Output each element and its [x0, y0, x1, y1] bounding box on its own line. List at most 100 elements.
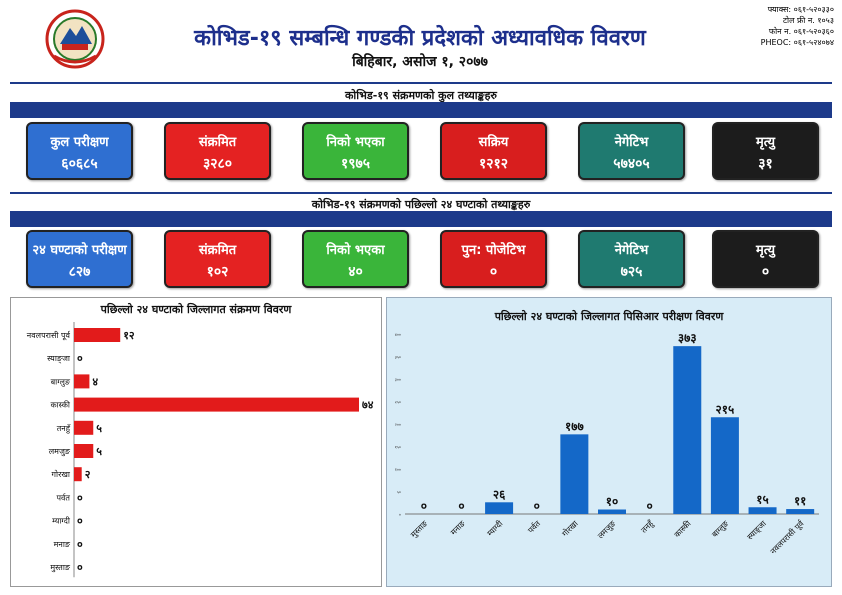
y-tick-label: ४००	[395, 332, 401, 337]
card-label: २४ घण्टाको परीक्षण	[32, 243, 127, 258]
category-label: कास्की	[672, 518, 694, 540]
data-label: ७४	[362, 399, 374, 412]
category-label: स्याङ्जा	[745, 518, 769, 542]
district-pcr-chart: पछिल्लो २४ घण्टाको जिल्लागत पिसिआर परीक्…	[395, 309, 819, 557]
data-label: ५	[96, 445, 102, 458]
bar	[748, 507, 777, 514]
bar	[74, 328, 121, 342]
card-label: संक्रमित	[198, 243, 237, 258]
divider	[10, 82, 832, 84]
bar	[673, 346, 702, 514]
data-label: १२	[123, 329, 135, 342]
y-tick-label: ५०	[397, 490, 401, 495]
totals-card: निको भएका १९७५	[302, 122, 409, 180]
card-value: ६०६८५	[61, 156, 98, 172]
district-pcr-chart-panel: पछिल्लो २४ घण्टाको जिल्लागत पिसिआर परीक्…	[386, 297, 832, 587]
y-tick-label: ३५०	[395, 355, 401, 360]
y-tick-label: २५०	[395, 400, 401, 405]
data-label: २६	[493, 487, 506, 501]
totals-card: नेगेटिभ ५७४०५	[578, 122, 685, 180]
card-value: ७२५	[620, 264, 643, 280]
card-label: नेगेटिभ	[614, 243, 649, 258]
card-label: मृत्यु	[755, 243, 776, 258]
report-date: बिहिबार, असोज १, २०७७	[352, 54, 488, 70]
district-infection-chart: पछिल्लो २४ घण्टाको जिल्लागत संक्रमण विवर…	[27, 302, 374, 578]
bar	[485, 502, 514, 514]
data-label: १७७	[565, 419, 584, 433]
header: कोभिड-१९ सम्बन्धि गण्डकी प्रदेशको अध्याव…	[0, 0, 842, 80]
bar	[74, 467, 82, 482]
toll-free-number: टोल फ्री न. १०५३	[782, 16, 834, 25]
category-label: तनहुँ	[57, 423, 71, 434]
page-title: कोभिड-१९ सम्बन्धि गण्डकी प्रदेशको अध्याव…	[194, 26, 646, 51]
y-tick-label: २००	[395, 422, 401, 427]
last24-bar	[10, 211, 832, 227]
district-infection-chart-panel: पछिल्लो २४ घण्टाको जिल्लागत संक्रमण विवर…	[10, 297, 382, 587]
y-tick-label: ३००	[395, 377, 401, 382]
category-label: म्याग्दी	[485, 518, 505, 538]
card-label: निको भएका	[326, 135, 385, 150]
bar	[74, 444, 94, 458]
category-label: लमजुङ	[596, 518, 619, 541]
data-label: १०	[606, 495, 618, 509]
card-value: १९७५	[340, 156, 371, 172]
bar	[74, 397, 359, 412]
card-value: ३२८०	[202, 156, 233, 172]
phone-number: फोन न. ०६१-५२०३६०	[768, 27, 834, 36]
totals-card: संक्रमित ३२८०	[164, 122, 271, 180]
card-value: ८२७	[68, 264, 91, 280]
y-tick-label: १५०	[395, 445, 401, 450]
card-value: १०२	[206, 264, 229, 280]
data-label: ०	[77, 352, 83, 365]
data-label: ०	[534, 499, 540, 513]
category-label: गोरखा	[560, 518, 581, 539]
category-label: पर्वत	[525, 518, 542, 535]
bar	[74, 420, 94, 435]
contact-info: फ्याक्स: ०६१-५२०३३० टोल फ्री न. १०५३ फोन…	[724, 4, 834, 48]
data-label: ०	[77, 561, 83, 574]
last24-card: नेगेटिभ ७२५	[578, 230, 685, 288]
category-label: बाग्लुङ	[710, 518, 731, 539]
last24-card: मृत्यु ०	[712, 230, 819, 288]
card-value: ०	[761, 264, 770, 280]
data-label: ०	[647, 499, 653, 513]
last24-heading: कोभिड-१९ संक्रमणको पछिल्लो २४ घण्टाको तथ…	[311, 198, 531, 211]
bar	[786, 509, 815, 514]
category-label: कास्की	[50, 400, 70, 410]
category-label: मनाङ	[54, 540, 71, 549]
pheoc-number: PHEOC: ०६१-५२४०७४	[760, 38, 834, 47]
card-value: ३१	[758, 156, 773, 172]
fax-number: फ्याक्स: ०६१-५२०३३०	[767, 5, 834, 14]
y-tick-label: ०	[399, 512, 401, 517]
y-tick-label: १००	[395, 467, 401, 472]
category-label: म्याग्दी	[52, 516, 71, 526]
chart-title: पछिल्लो २४ घण्टाको जिल्लागत संक्रमण विवर…	[100, 302, 293, 316]
card-label: निको भएका	[326, 243, 385, 258]
card-value: ०	[489, 264, 498, 280]
last24-card: २४ घण्टाको परीक्षण ८२७	[26, 230, 133, 288]
category-label: नवलपरासी पूर्व	[768, 518, 807, 557]
bar	[74, 374, 90, 389]
totals-card: मृत्यु ३१	[712, 122, 819, 180]
category-label: मुस्ताङ	[50, 563, 71, 573]
data-label: ०	[77, 538, 83, 551]
card-label: सक्रिय	[478, 135, 509, 150]
category-label: मनाङ	[449, 518, 468, 537]
bar	[710, 417, 739, 514]
category-label: लमजुङ	[49, 447, 71, 457]
last24-card: पुन: पोजेटिभ ०	[440, 230, 547, 288]
card-value: १२१२	[478, 156, 509, 172]
data-label: ३७३	[678, 331, 697, 345]
data-label: ४	[92, 375, 98, 388]
totals-card: कुल परीक्षण ६०६८५	[26, 122, 133, 180]
data-label: ०	[421, 499, 427, 513]
card-label: संक्रमित	[198, 135, 237, 150]
category-label: गोरखा	[52, 469, 71, 479]
category-label: तनहुँ	[639, 518, 657, 536]
totals-card: सक्रिय १२१२	[440, 122, 547, 180]
category-label: मुस्ताङ	[409, 518, 431, 540]
nepal-emblem-icon	[45, 9, 105, 69]
data-label: २	[85, 468, 91, 481]
data-label: ५	[96, 422, 102, 435]
data-label: ०	[77, 491, 83, 504]
